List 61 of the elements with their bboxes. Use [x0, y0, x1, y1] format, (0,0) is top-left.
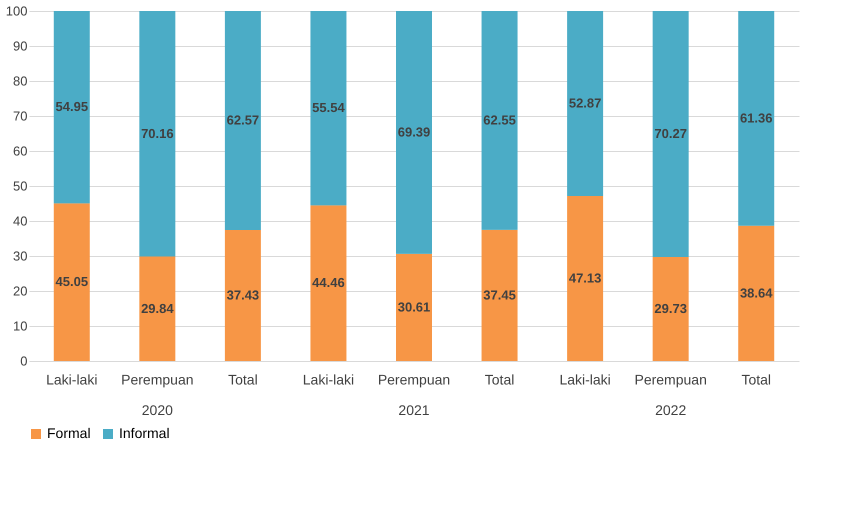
y-tick-label: 40: [13, 214, 28, 228]
bar: [396, 11, 432, 254]
bar: [482, 230, 518, 361]
bar: [652, 11, 689, 257]
y-tick-label: 100: [6, 4, 28, 18]
data-label: 37.45: [483, 287, 516, 302]
x-tick-label: Total: [741, 372, 772, 388]
data-label: 30.61: [398, 299, 430, 314]
x-tick-label: Perempuan: [378, 372, 450, 388]
text: 2022: [655, 402, 686, 418]
bar: [224, 230, 261, 361]
bar: [224, 11, 261, 230]
x-tick-label: Laki-laki: [559, 372, 611, 388]
data-label: 47.13: [568, 270, 602, 286]
data-label: 70.16: [141, 126, 174, 141]
data-label: 29.84: [141, 300, 174, 316]
text: 2020: [142, 402, 174, 418]
y-tick-label: 60: [13, 144, 28, 158]
data-label: 37.43: [226, 287, 260, 302]
y-tick-label: 10: [13, 318, 28, 334]
data-label: 62.55: [483, 112, 516, 128]
bar: [310, 205, 346, 361]
y-tick-label: 90: [13, 38, 28, 54]
x-tick-label: Total: [484, 372, 514, 388]
legend-label: Informal: [119, 425, 170, 441]
bar: [738, 226, 774, 361]
data-label: 45.05: [56, 274, 88, 290]
data-label: 29.73: [654, 300, 687, 316]
data-label: 52.87: [568, 96, 602, 111]
data-label: 69.39: [398, 124, 430, 140]
x-tick-label: Perempuan: [634, 372, 707, 388]
bar: [139, 11, 176, 257]
data-label: 62.57: [226, 112, 260, 128]
x-tick-label: Total: [228, 372, 258, 388]
data-label: 54.95: [56, 99, 88, 114]
bar: [139, 256, 176, 361]
bar: [567, 11, 604, 196]
x-tick-label: Perempuan: [121, 372, 194, 388]
data-label: 70.27: [654, 126, 687, 141]
y-tick-label: 70: [13, 108, 28, 124]
data-label: 44.46: [312, 275, 345, 290]
bar: [310, 11, 346, 206]
bar: [482, 11, 518, 230]
data-label: 38.64: [740, 285, 774, 300]
y-tick-label: 20: [13, 284, 28, 298]
x-tick-label: Laki-laki: [302, 372, 354, 388]
text: 2021: [398, 402, 430, 418]
y-tick-label: 50: [13, 178, 28, 194]
legend-label: Formal: [47, 425, 91, 441]
data-label: 61.36: [740, 110, 772, 126]
bar: [54, 11, 90, 204]
bar: [54, 203, 90, 361]
y-tick-label: 80: [13, 74, 28, 88]
y-tick-label: 0: [20, 354, 28, 368]
bar: [396, 254, 432, 361]
data-label: 55.54: [312, 100, 346, 116]
bar: [652, 256, 689, 361]
bar: [738, 11, 774, 226]
x-tick-label: Laki-laki: [46, 372, 98, 388]
bar: [567, 196, 604, 361]
y-tick-label: 30: [13, 248, 28, 264]
